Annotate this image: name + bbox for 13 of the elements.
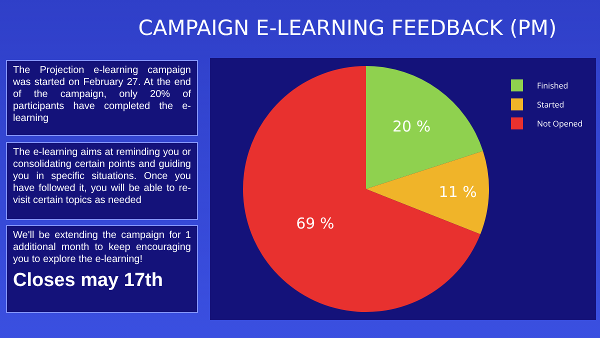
data-label: 69 % xyxy=(296,214,334,233)
legend-label: Started xyxy=(537,100,564,111)
text: We'll be extending the campaign for 1 additional month to keep encouraging you to explore the e-learning! xyxy=(13,230,191,265)
text: The e-learning aims at reminding you or consolidating certain points and guiding you in specific situations. Once you have followed it, you will be able to re-visit certain topics as needed xyxy=(6,142,198,220)
legend-label: Finished xyxy=(537,80,568,92)
legend-label: Not Opened xyxy=(537,118,583,130)
pie-slice xyxy=(243,66,480,312)
data-label: 20 % xyxy=(392,117,431,136)
chart-title: CAMPAIGN E-LEARNING FEEDBACK (PM) xyxy=(137,15,558,42)
text: Closes may 17th xyxy=(13,270,164,292)
text: The Projection e-learning campaign was started on February 27. At the end of the campaign, only 20% of participants have completed the e-learning xyxy=(6,60,198,136)
data-label: 11 % xyxy=(438,182,477,201)
pie-slice xyxy=(366,150,489,234)
